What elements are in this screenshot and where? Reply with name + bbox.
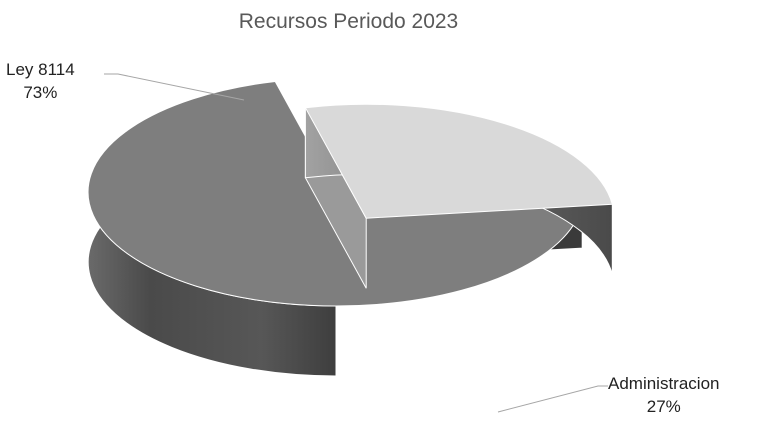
chart-title: Recursos Periodo 2023 xyxy=(238,10,459,33)
leader-line-ley-8114 xyxy=(104,73,245,101)
data-label-administracion: Administracion 27% xyxy=(608,372,720,418)
slice-percent-ley-8114: 73% xyxy=(23,83,58,102)
slice-percent-administracion: 27% xyxy=(646,397,681,416)
slice-name-administracion: Administracion xyxy=(608,374,720,393)
data-label-ley-8114: Ley 8114 73% xyxy=(6,58,75,104)
slice-name-ley-8114: Ley 8114 xyxy=(6,60,75,79)
leader-line-administracion xyxy=(497,385,608,413)
slice-administracion-top xyxy=(304,103,613,219)
